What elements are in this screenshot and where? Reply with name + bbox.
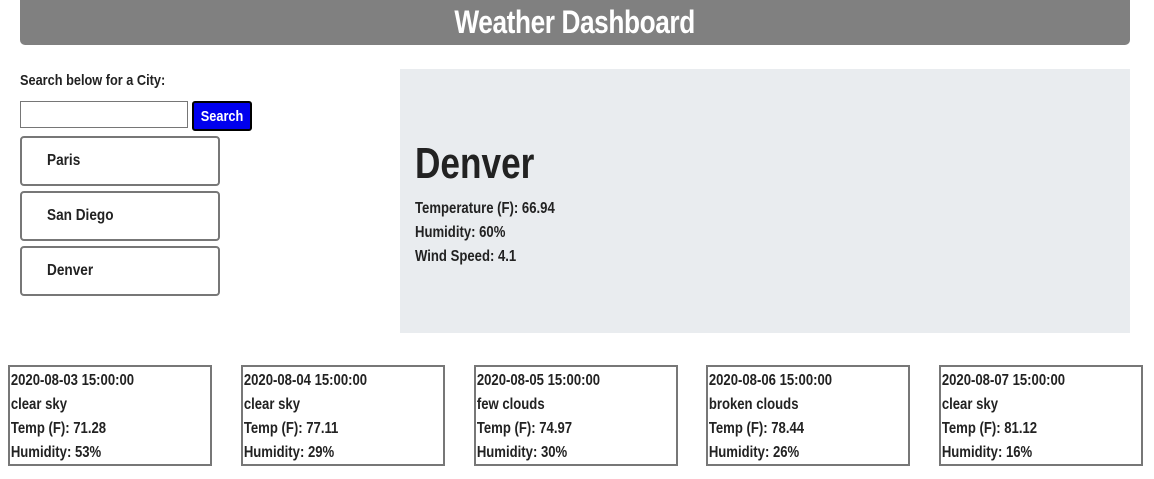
forecast-card-1: 2020-08-03 15:00:00 clear sky Temp (F): … <box>8 365 212 466</box>
history-item-label: Denver <box>47 262 94 279</box>
history-item-label: San Diego <box>47 207 114 224</box>
forecast-card-2: 2020-08-04 15:00:00 clear sky Temp (F): … <box>241 365 445 466</box>
page-header: Weather Dashboard <box>20 0 1130 45</box>
forecast-date: 2020-08-05 15:00:00 <box>476 372 601 389</box>
forecast-date: 2020-08-03 15:00:00 <box>10 372 135 389</box>
forecast-temperature: Temp (F): 71.28 <box>10 420 107 437</box>
forecast-description: few clouds <box>476 396 545 413</box>
forecast-card-3: 2020-08-05 15:00:00 few clouds Temp (F):… <box>474 365 678 466</box>
forecast-temperature: Temp (F): 77.11 <box>243 420 339 437</box>
forecast-humidity: Humidity: 26% <box>708 444 800 461</box>
history-item-san-diego[interactable]: San Diego <box>20 191 220 241</box>
forecast-humidity: Humidity: 30% <box>476 444 568 461</box>
forecast-description: broken clouds <box>708 396 799 413</box>
page-title: Weather Dashboard <box>454 4 696 40</box>
forecast-card-5: 2020-08-07 15:00:00 clear sky Temp (F): … <box>939 365 1143 466</box>
search-button-label: Search <box>200 107 244 125</box>
city-search-input[interactable] <box>20 101 188 128</box>
forecast-card-4: 2020-08-06 15:00:00 broken clouds Temp (… <box>706 365 910 466</box>
current-wind-speed: Wind Speed: 4.1 <box>415 248 517 265</box>
forecast-humidity: Humidity: 29% <box>243 444 335 461</box>
forecast-humidity: Humidity: 16% <box>941 444 1033 461</box>
search-label: Search below for a City: <box>20 72 166 89</box>
history-item-paris[interactable]: Paris <box>20 136 220 186</box>
search-history-list: Paris San Diego Denver <box>20 136 220 301</box>
forecast-description: clear sky <box>941 396 999 413</box>
current-humidity: Humidity: 60% <box>415 224 506 241</box>
forecast-temperature: Temp (F): 78.44 <box>708 420 805 437</box>
history-item-denver[interactable]: Denver <box>20 246 220 296</box>
forecast-description: clear sky <box>10 396 68 413</box>
current-city-name: Denver <box>415 139 535 188</box>
forecast-date: 2020-08-04 15:00:00 <box>243 372 368 389</box>
forecast-date: 2020-08-06 15:00:00 <box>708 372 833 389</box>
forecast-temperature: Temp (F): 74.97 <box>476 420 573 437</box>
history-item-label: Paris <box>47 152 81 169</box>
forecast-humidity: Humidity: 53% <box>10 444 102 461</box>
forecast-temperature: Temp (F): 81.12 <box>941 420 1038 437</box>
current-temperature: Temperature (F): 66.94 <box>415 200 555 217</box>
forecast-description: clear sky <box>243 396 301 413</box>
search-button[interactable]: Search <box>192 101 252 131</box>
current-weather-panel: Denver Temperature (F): 66.94 Humidity: … <box>400 69 1130 333</box>
forecast-date: 2020-08-07 15:00:00 <box>941 372 1066 389</box>
